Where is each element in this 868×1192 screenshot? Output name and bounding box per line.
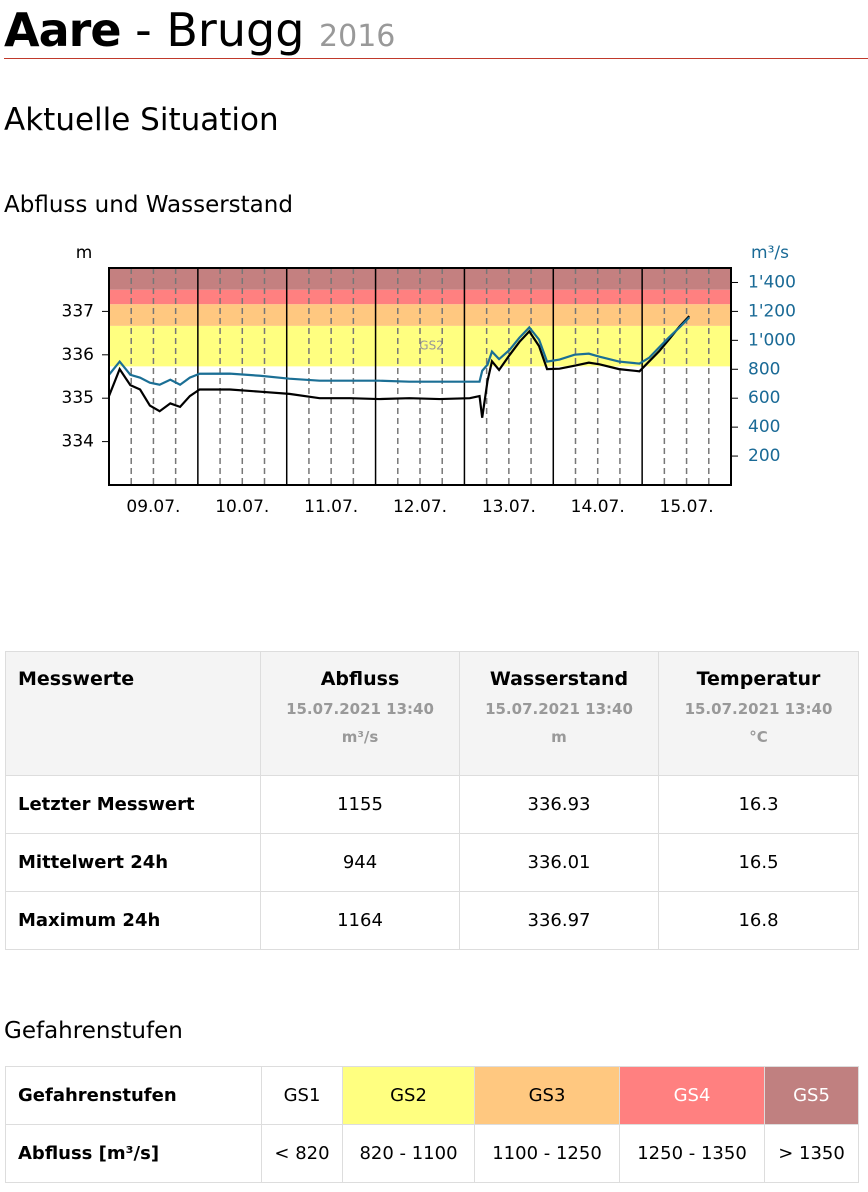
x-tick-label: 12.07. [393,497,447,517]
column-header: Wasserstand 15.07.2021 13:40 m [459,651,659,776]
plot-frame [108,267,732,486]
column-header: Temperatur 15.07.2021 13:40 °C [658,651,859,776]
x-tick-label: 09.07. [126,497,180,517]
y2-tick-label: 600 [748,388,780,408]
y2-axis-label: m³/s [751,243,789,263]
band-label: GS2 [419,339,444,353]
y-tick-label: 335 [62,388,94,408]
chart: GS2 09.07. 10.07. 11.07. 12.07. 13.07. 14.07. 1… [62,243,796,517]
value-cell: 1155 [260,775,460,834]
year: 2016 [319,19,396,54]
level-range: 820 - 1100 [342,1124,475,1183]
row-label: Maximum 24h [5,891,261,950]
y2-tick-label: 400 [748,417,780,437]
section-title: Aktuelle Situation [4,102,279,138]
header-rule [4,58,868,59]
value-cell: 336.01 [459,833,659,892]
y2-tick-label: 1'200 [748,301,796,321]
river: Aare [4,3,122,57]
y2-tick-label: 800 [748,359,780,379]
row-label: Mittelwert 24h [5,833,261,892]
column-date: 15.07.2021 13:40 [485,700,633,718]
level-row: Gefahrenstufen GS1 GS2 GS3 GS4 GS5 [5,1066,859,1125]
place: - Brugg [135,3,305,57]
value-cell: 944 [260,833,460,892]
value-cell: 16.3 [658,775,859,834]
level-range: 1250 - 1350 [619,1124,765,1183]
series-line [109,315,691,418]
row-label: Abfluss [m³/s] [5,1124,262,1183]
x-tick-label: 11.07. [304,497,358,517]
y2-tick-label: 200 [748,446,780,466]
row-label: Gefahrenstufen [5,1066,262,1125]
column-unit: °C [749,728,768,746]
level-range: > 1350 [764,1124,859,1183]
y2-tick-label: 1'000 [748,330,796,350]
hazard-heading: Gefahrenstufen [4,1018,183,1044]
chart-heading: Abfluss und Wasserstand [4,192,293,218]
range-row: Abfluss [m³/s] < 820 820 - 1100 1100 - 1250… [5,1124,859,1183]
level-name: GS3 [474,1066,620,1125]
level-name: GS4 [619,1066,765,1125]
column-title: Wasserstand [489,668,629,690]
y2-tick-label: 1'400 [748,272,796,292]
hazard-table: Gefahrenstufen GS1 GS2 GS3 GS4 GS5 Abfluss [m… [5,1066,859,1183]
column-date: 15.07.2021 13:40 [286,700,434,718]
y-tick-label: 336 [62,345,94,365]
level-name: GS1 [261,1066,343,1125]
corner-cell: Messwerte [5,651,261,776]
level-name: GS5 [764,1066,859,1125]
column-header: Abfluss 15.07.2021 13:40 m³/s [260,651,460,776]
x-tick-label: 10.07. [215,497,269,517]
y-axis-label: m [76,243,93,263]
x-tick-label: 15.07. [660,497,714,517]
column-title: Abfluss [320,668,400,690]
y-tick-label: 337 [62,301,94,321]
header-row: Messwerte Abfluss 15.07.2021 13:40 m³/s Wass… [5,651,859,776]
x-tick-label: 14.07. [571,497,625,517]
data-row: Maximum 24h 1164 336.97 16.8 [5,891,859,950]
column-unit: m [551,728,567,746]
measurement-table: Messwerte Abfluss 15.07.2021 13:40 m³/s Wass… [5,651,859,950]
data-row: Mittelwert 24h 944 336.01 16.5 [5,833,859,892]
column-date: 15.07.2021 13:40 [684,700,833,718]
data-row: Letzter Messwert 1155 336.93 16.3 [5,775,859,834]
y-tick-label: 334 [62,432,94,452]
value-cell: 1164 [260,891,460,950]
value-cell: 16.5 [658,833,859,892]
value-cell: 336.97 [459,891,659,950]
row-label: Letzter Messwert [5,775,261,834]
column-title: Temperatur [696,668,821,690]
level-range: < 820 [261,1124,343,1183]
value-cell: 336.93 [459,775,659,834]
value-cell: 16.8 [658,891,859,950]
column-unit: m³/s [341,728,379,746]
x-tick-label: 13.07. [482,497,536,517]
page-header: Aare - Brugg 2016 [4,2,395,65]
level-range: 1100 - 1250 [474,1124,620,1183]
level-name: GS2 [342,1066,475,1125]
series-line [109,316,691,387]
